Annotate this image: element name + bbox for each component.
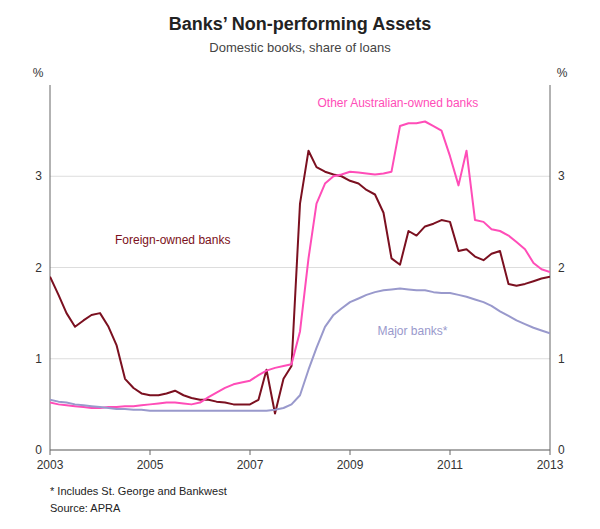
grid-line bbox=[50, 176, 550, 177]
y2-axis-label: % bbox=[557, 66, 568, 80]
y2-tick-label: 3 bbox=[558, 169, 565, 183]
x-tick bbox=[250, 450, 251, 455]
y-tick-label: 2 bbox=[35, 261, 42, 275]
series-label: Other Australian-owned banks bbox=[318, 96, 479, 110]
footnote: Source: APRA bbox=[50, 502, 121, 514]
x-tick-label: 2011 bbox=[437, 458, 463, 472]
title: Banks’ Non-performing Assets bbox=[169, 14, 431, 34]
series-label: Foreign-owned banks bbox=[115, 233, 230, 247]
series-line bbox=[50, 151, 550, 414]
plot-area bbox=[50, 122, 550, 414]
x-tick bbox=[350, 450, 351, 455]
y2-tick-label: 2 bbox=[558, 261, 565, 275]
x-tick-label: 2005 bbox=[137, 458, 164, 472]
x-tick-label: 2009 bbox=[337, 458, 364, 472]
series-line bbox=[50, 288, 550, 410]
x-tick-label: 2013 bbox=[537, 458, 564, 472]
subtitle: Domestic books, share of loans bbox=[209, 40, 391, 55]
x-tick bbox=[150, 450, 151, 455]
footnote: * Includes St. George and Bankwest bbox=[50, 485, 227, 497]
x-tick bbox=[550, 450, 551, 455]
series-line bbox=[50, 122, 550, 409]
y-axis-label: % bbox=[33, 66, 44, 80]
y-tick-label: 3 bbox=[35, 169, 42, 183]
x-axis-line bbox=[50, 450, 550, 451]
y-tick-label: 1 bbox=[35, 352, 42, 366]
grid-line bbox=[50, 450, 550, 451]
y2-tick-label: 0 bbox=[558, 443, 565, 457]
y2-tick-label: 1 bbox=[558, 352, 565, 366]
x-tick bbox=[50, 450, 51, 455]
grid-line bbox=[50, 267, 550, 268]
y2-axis-line bbox=[550, 85, 551, 450]
x-tick-label: 2007 bbox=[237, 458, 264, 472]
grid-line bbox=[50, 358, 550, 359]
y-tick-label: 0 bbox=[35, 443, 42, 457]
x-tick-label: 2003 bbox=[37, 458, 64, 472]
x-tick bbox=[450, 450, 451, 455]
y-axis-line bbox=[50, 85, 51, 450]
series-label: Major banks* bbox=[378, 324, 448, 338]
chart: Banks’ Non-performing Assets Domestic boo… bbox=[0, 0, 600, 529]
